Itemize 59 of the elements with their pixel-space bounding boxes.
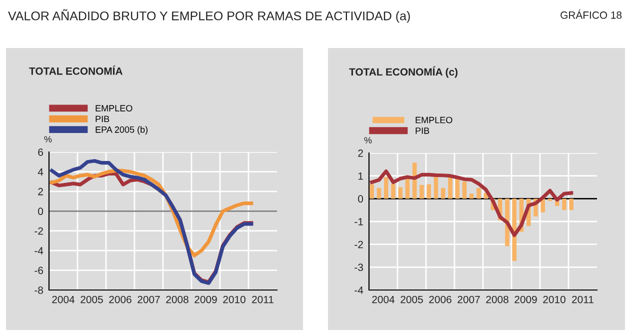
bar — [469, 194, 474, 199]
x-tick-label: 2005 — [400, 296, 423, 304]
bar — [420, 184, 424, 199]
x-tick-label: 2011 — [252, 296, 274, 304]
x-tick-label: 2006 — [109, 296, 132, 304]
legend-label: EMPLEO — [416, 116, 452, 124]
bar — [562, 198, 566, 210]
line-series — [370, 169, 574, 238]
y-axis-title: % — [364, 137, 372, 144]
y-tick-label: -4 — [34, 247, 44, 254]
y-tick-label: -8 — [34, 286, 43, 294]
y-tick-label: 2 — [38, 188, 43, 196]
x-tick-label: 2004 — [372, 296, 395, 304]
x-tick-label: 2005 — [80, 296, 103, 304]
bar — [384, 176, 388, 199]
y-tick-label: -6 — [34, 266, 43, 274]
legend-label: EMPLEO — [96, 105, 132, 112]
y-tick-label: -2 — [354, 240, 363, 248]
x-tick-label: 2008 — [166, 296, 188, 304]
chart-title: TOTAL ECONOMÍA (c) — [349, 66, 458, 78]
x-tick-label: 2004 — [52, 296, 75, 304]
bar — [398, 187, 402, 199]
y-tick-label: 4 — [38, 168, 44, 176]
text: VALOR AÑADIDO BRUTO Y EMPLEO POR RAMAS DE ACTIVIDAD (a) — [8, 9, 410, 23]
x-tick-label: 2010 — [543, 296, 566, 304]
y-tick-label: 2 — [358, 150, 363, 157]
x-tick-label: 2008 — [486, 296, 508, 304]
x-tick-label: 2011 — [572, 296, 594, 304]
x-tick-label: 2010 — [223, 296, 246, 304]
y-tick-label: -1 — [354, 218, 363, 226]
y-tick-label: 1 — [358, 172, 363, 180]
x-tick-label: 2009 — [194, 296, 217, 304]
bar — [370, 184, 374, 199]
chart-title: TOTAL ECONOMÍA — [29, 65, 122, 75]
y-tick-label: -4 — [354, 286, 364, 294]
bar — [569, 198, 574, 210]
bar — [476, 188, 481, 199]
x-tick-label: 2007 — [138, 296, 160, 304]
y-axis-title: % — [44, 136, 52, 142]
y-tick-label: 6 — [38, 148, 43, 156]
bar — [462, 182, 467, 199]
legend-label: EPA 2005 (b) — [96, 126, 148, 135]
bar — [376, 188, 382, 199]
bar — [448, 176, 452, 199]
text: GRÁFICO 18 — [560, 10, 622, 19]
y-tick-label: 0 — [38, 208, 44, 216]
bar — [440, 188, 446, 199]
x-tick-label: 2006 — [429, 296, 452, 304]
legend-label: PIB — [96, 116, 110, 122]
bar — [540, 198, 545, 212]
x-tick-label: 2009 — [514, 296, 537, 304]
x-tick-label: 2007 — [458, 296, 480, 304]
legend-label: PIB — [416, 128, 430, 134]
bar — [426, 184, 431, 199]
y-tick-label: -3 — [354, 264, 363, 272]
bar — [391, 184, 396, 199]
y-tick-label: -2 — [34, 227, 43, 235]
y-tick-label: 0 — [358, 195, 364, 203]
bar — [455, 178, 460, 199]
